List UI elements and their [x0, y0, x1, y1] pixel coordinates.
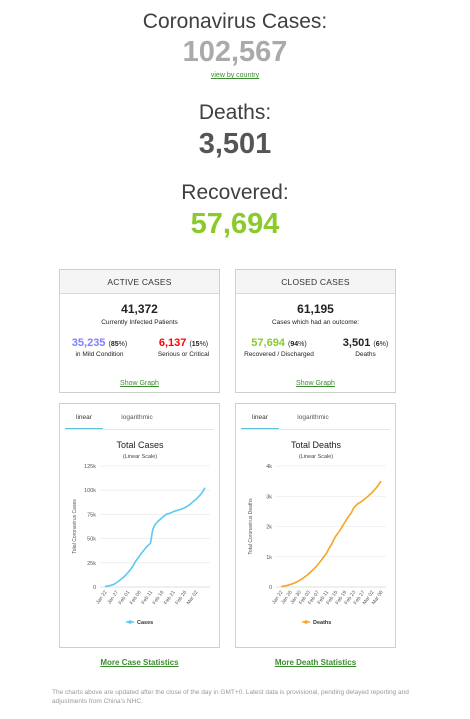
- legend-label: Deaths: [313, 620, 331, 626]
- recovered-count: 57,694: [190, 208, 280, 240]
- y-tick-label: 75k: [87, 512, 96, 518]
- recovered-summary: Recovered: 57,694: [0, 181, 470, 241]
- mild-percent: 85: [110, 341, 119, 348]
- x-tick-label: Mar 02: [186, 590, 200, 606]
- mild-condition-group: 35,235 (85%) in Mild Condition: [62, 337, 137, 358]
- deaths-chart: Total Deaths (Linear Scale) 0 1k 2k 3k 4k Total…: [248, 440, 386, 626]
- active-show-graph-link[interactable]: Show Graph: [120, 380, 159, 387]
- tab-logarithmic[interactable]: logarithmic: [297, 414, 329, 421]
- recovered-group: 57,694 (94%) Recovered / Discharged: [236, 337, 322, 358]
- closed-cases-title: CLOSED CASES: [236, 270, 395, 294]
- closed-deaths-group: 3,501 (6%) Deaths: [328, 337, 403, 358]
- recovered-discharged-label: Recovered / Discharged: [244, 351, 314, 358]
- cases-count: 102,567: [182, 36, 288, 68]
- serious-label: Serious or Critical: [157, 351, 210, 358]
- y-axis-label: Total Coronavirus Cases: [72, 499, 78, 554]
- y-tick-label: 50k: [87, 537, 96, 543]
- closed-recovered-count: 57,694: [251, 337, 285, 349]
- legend-marker: [128, 620, 132, 624]
- closed-deaths-count: 3,501: [342, 337, 371, 349]
- series-line: [280, 480, 382, 588]
- legend-label: Cases: [137, 620, 153, 626]
- y-axis-label: Total Coronavirus Deaths: [248, 498, 254, 555]
- y-tick-label: 25k: [87, 561, 96, 567]
- closed-cases-panel: CLOSED CASES 61,195 Cases which had an o…: [235, 269, 396, 393]
- y-tick-label: 125k: [84, 464, 96, 470]
- closed-deaths-label: Deaths: [355, 351, 376, 358]
- chart-title: Total Cases: [116, 440, 164, 450]
- chart-title: Total Deaths: [291, 440, 342, 450]
- closed-show-graph-link[interactable]: Show Graph: [296, 380, 335, 387]
- active-cases-panel: ACTIVE CASES 41,372 Currently Infected P…: [59, 269, 220, 393]
- deaths-percent: 6: [375, 341, 380, 348]
- cases-chart-panel: linear logarithmic Total Cases (Linear Sc…: [59, 403, 220, 648]
- recovered-label: Recovered:: [181, 181, 289, 204]
- y-tick-label: 0: [269, 585, 272, 591]
- mild-label: in Mild Condition: [75, 351, 124, 358]
- serious-count: 6,137: [158, 337, 187, 349]
- y-tick-label: 0: [93, 585, 96, 591]
- serious-condition-group: 6,137 (15%) Serious or Critical: [146, 337, 221, 358]
- active-cases-title: ACTIVE CASES: [60, 270, 219, 294]
- chart-subtitle: (Linear Scale): [123, 454, 157, 460]
- tab-logarithmic[interactable]: logarithmic: [121, 414, 153, 421]
- legend: Deaths: [302, 620, 331, 626]
- y-tick-label: 1k: [266, 555, 272, 561]
- y-tick-label: 2k: [266, 525, 272, 531]
- mild-count: 35,235: [71, 337, 106, 349]
- closed-cases-total: 61,195: [297, 302, 334, 316]
- more-case-statistics-link[interactable]: More Case Statistics: [100, 658, 179, 667]
- view-by-country-link[interactable]: view by country: [210, 72, 260, 79]
- series-line: [104, 487, 206, 588]
- deaths-label: Deaths:: [198, 101, 272, 124]
- deaths-chart-panel: linear logarithmic Total Deaths (Linear S…: [235, 403, 396, 648]
- legend-marker: [304, 620, 308, 624]
- active-cases-total: 41,372: [121, 302, 158, 316]
- tabs-divider: [241, 429, 390, 430]
- active-cases-subtitle: Currently Infected Patients: [101, 319, 178, 326]
- deaths-count: 3,501: [198, 128, 272, 160]
- serious-percent: 15: [191, 341, 200, 348]
- deaths-summary: Deaths: 3,501: [0, 101, 470, 161]
- chart-subtitle: (Linear Scale): [299, 454, 333, 460]
- legend: Cases: [126, 620, 153, 626]
- cases-label: Coronavirus Cases:: [142, 10, 328, 33]
- recovered-percent: 94: [290, 341, 299, 348]
- cases-summary: Coronavirus Cases: 102,567 view by count…: [0, 10, 470, 79]
- y-tick-label: 3k: [266, 494, 272, 500]
- more-death-statistics-link[interactable]: More Death Statistics: [274, 658, 357, 667]
- closed-cases-subtitle: Cases which had an outcome:: [271, 319, 360, 326]
- y-tick-label: 4k: [266, 464, 272, 470]
- update-footnote: The charts above are updated after the c…: [52, 689, 409, 705]
- cases-chart: Total Cases (Linear Scale) 0 25k 50k 75k 100k 1…: [72, 440, 210, 626]
- y-tick-label: 100k: [84, 488, 96, 494]
- tabs-divider: [65, 429, 214, 430]
